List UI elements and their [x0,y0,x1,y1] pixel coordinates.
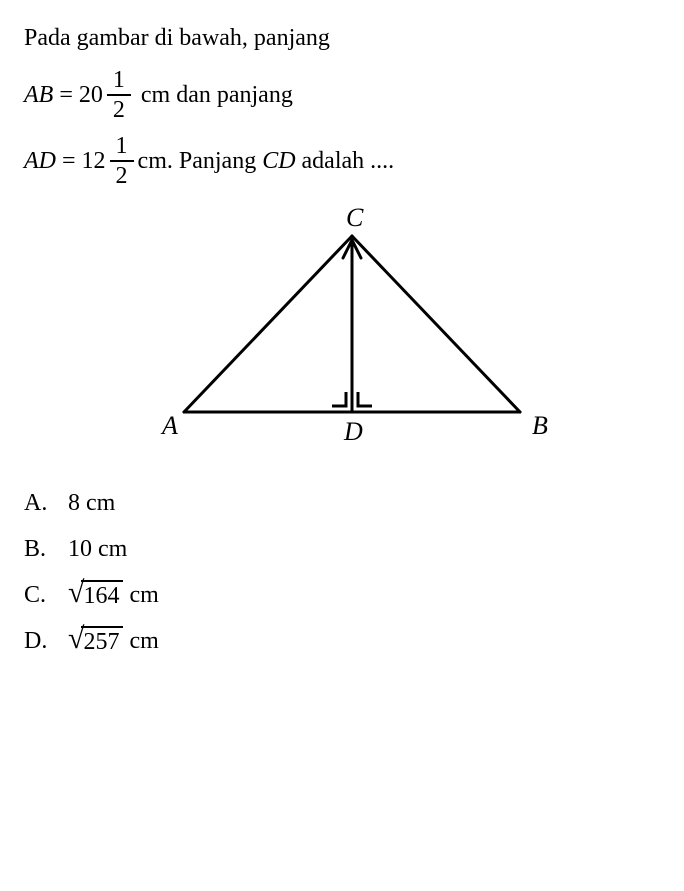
option-letter: B. [24,531,68,567]
eq2-tail: adalah .... [302,143,395,179]
question-line-1: Pada gambar di bawah, panjang [24,20,660,56]
frac-num: 1 [110,134,134,162]
option-a: A. 8 cm [24,485,660,521]
var-ab: AB [24,77,53,113]
int-20: 20 [79,77,103,113]
radical-icon: √ [68,624,84,654]
equation-ad: AD = 12 1 2 cm. Panjang CD adalah .... [24,134,660,188]
radicand: 164 [81,580,123,608]
frac-den: 2 [107,96,131,122]
equals: = [53,77,79,113]
radical-icon: √ [68,578,84,608]
option-c: C. √ 164 cm [24,577,660,613]
option-value: 8 cm [68,485,115,521]
radicand: 257 [81,626,123,654]
var-cd: CD [262,143,295,179]
sqrt-164: √ 164 [68,580,123,610]
equation-ab: AB = 20 1 2 cm dan panjang [24,68,660,122]
option-value: 10 cm [68,531,127,567]
svg-text:B: B [532,411,548,440]
equals: = [56,143,82,179]
frac-1-2-a: 1 2 [107,68,131,122]
sqrt-257: √ 257 [68,626,123,656]
option-d: D. √ 257 cm [24,623,660,659]
svg-text:D: D [343,417,363,446]
option-letter: A. [24,485,68,521]
frac-den: 2 [110,162,134,188]
svg-text:A: A [160,411,178,440]
var-ad: AD [24,143,56,179]
eq2-unit: cm. Panjang [138,143,257,179]
triangle-svg: A B C D [132,204,552,454]
int-12: 12 [82,143,106,179]
option-letter: D. [24,623,68,659]
svg-text:C: C [346,204,364,232]
answer-options: A. 8 cm B. 10 cm C. √ 164 cm D. √ 257 cm [24,485,660,659]
option-letter: C. [24,577,68,613]
option-b: B. 10 cm [24,531,660,567]
eq1-tail: cm dan panjang [141,77,293,113]
option-unit: cm [129,577,158,613]
frac-num: 1 [107,68,131,96]
triangle-diagram: A B C D [24,204,660,465]
frac-1-2-b: 1 2 [110,134,134,188]
option-unit: cm [129,623,158,659]
